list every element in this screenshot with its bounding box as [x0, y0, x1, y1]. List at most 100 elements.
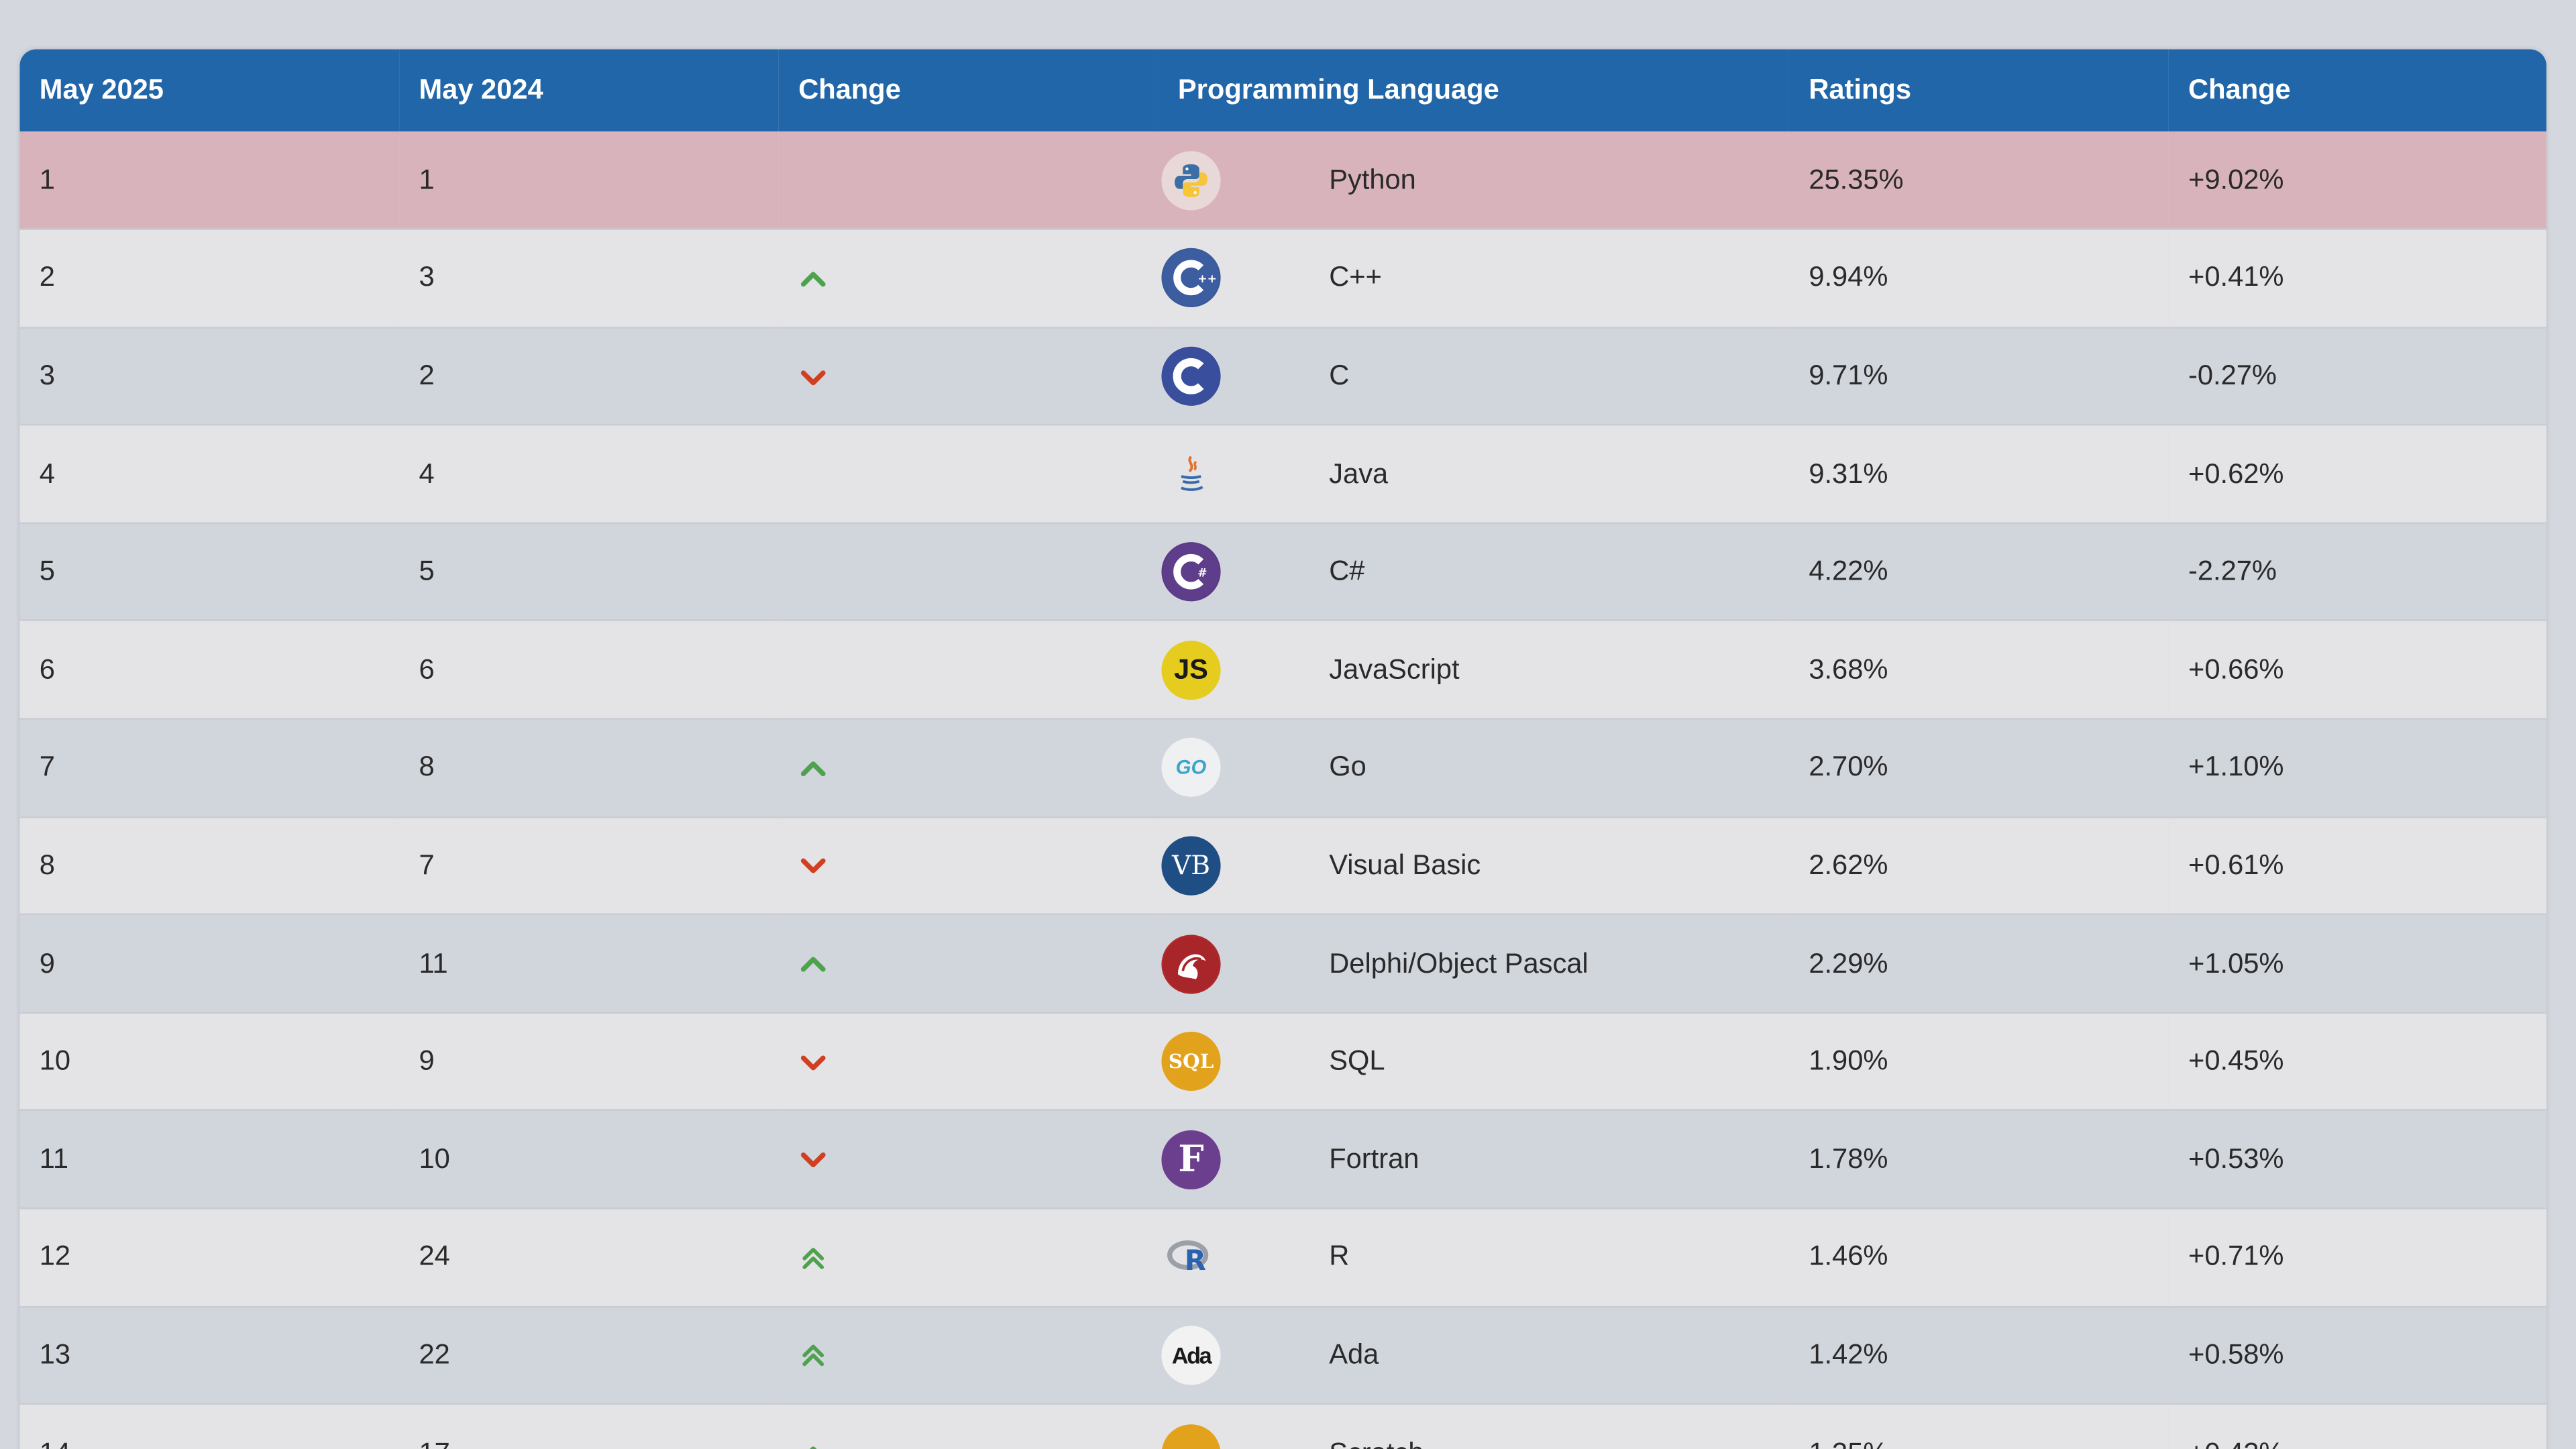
rating-change: +0.61% [2168, 816, 2546, 916]
table-row[interactable]: 10 9 SQL SQL 1.90% +0.45% [19, 1012, 2546, 1112]
rating-value: 25.35% [1788, 131, 2169, 231]
rank-previous: 1 [399, 131, 779, 231]
table-row[interactable]: 5 5 # C# 4.22% -2.27% [19, 523, 2546, 622]
rating-change: +0.53% [2168, 1110, 2546, 1210]
trend-down-icon [778, 1012, 1159, 1112]
table-row[interactable]: 6 6 JS JavaScript 3.68% +0.66% [19, 621, 2546, 720]
rank-current: 13 [19, 1306, 400, 1405]
rating-value: 4.22% [1788, 523, 2169, 622]
ranking-table: May 2025 May 2024 Change Programming Lan… [19, 49, 2546, 1449]
table-row[interactable]: 1417 Scratch1.35%+0.42% [19, 1404, 2546, 1449]
rating-value: 1.90% [1788, 1012, 2169, 1112]
header-row: May 2025 May 2024 Change Programming Lan… [19, 49, 2546, 131]
trend-double-up-icon [778, 1306, 1159, 1405]
table-row[interactable]: 7 8 GO Go 2.70% +1.10% [19, 718, 2546, 818]
table-row[interactable]: 4 4 Java 9.31% +0.62% [19, 425, 2546, 524]
rank-previous: 17 [399, 1404, 779, 1449]
cpp-logo-icon: ++ [1158, 229, 1309, 329]
rank-previous: 24 [399, 1208, 779, 1307]
table-row[interactable]: 1 1 Python 25.35% +9.02% [19, 131, 2546, 231]
table-row[interactable]: 3 2 C 9.71% -0.27% [19, 327, 2546, 426]
rank-previous: 9 [399, 1012, 779, 1112]
rank-previous: 11 [399, 914, 779, 1014]
trend-no-change-icon [778, 523, 1159, 622]
language-name[interactable]: Fortran [1309, 1110, 1789, 1210]
rating-value: 1.42% [1788, 1306, 2169, 1405]
header-this-year[interactable]: May 2025 [39, 74, 164, 105]
table-row[interactable]: 2 3 ++ C++ 9.94% +0.41% [19, 229, 2546, 329]
rating-value: 3.68% [1788, 621, 2169, 720]
header-last-year[interactable]: May 2024 [419, 74, 543, 105]
language-name[interactable]: R [1309, 1208, 1789, 1307]
language-name[interactable]: SQL [1309, 1012, 1789, 1112]
table-row[interactable]: 11 10 F Fortran 1.78% +0.53% [19, 1110, 2546, 1210]
java-logo-icon [1158, 425, 1309, 524]
rating-value: 1.78% [1788, 1110, 2169, 1210]
go-logo-icon: GO [1158, 718, 1309, 818]
header-rating-change[interactable]: Change [2188, 74, 2291, 105]
cut-off-heading [40, 0, 48, 19]
language-name[interactable]: Go [1309, 718, 1789, 818]
fortran-logo-icon: F [1158, 1110, 1309, 1210]
rank-previous: 3 [399, 229, 779, 329]
rank-previous: 22 [399, 1306, 779, 1405]
rating-change: +0.45% [2168, 1012, 2546, 1112]
table-row[interactable]: 8 7 VB Visual Basic 2.62% +0.61% [19, 816, 2546, 916]
language-name[interactable]: Visual Basic [1309, 816, 1789, 916]
header-rank-change[interactable]: Change [798, 74, 901, 105]
sql-logo-icon: SQL [1158, 1012, 1309, 1112]
table-row[interactable]: 12 24 R R 1.46% +0.71% [19, 1208, 2546, 1307]
trend-down-icon [778, 816, 1159, 916]
rating-change: -0.27% [2168, 327, 2546, 426]
rank-current: 1 [19, 131, 400, 231]
rating-change: +0.41% [2168, 229, 2546, 329]
rank-current: 5 [19, 523, 400, 622]
trend-no-change-icon [778, 425, 1159, 524]
python-logo-icon [1158, 131, 1309, 231]
ada-logo-icon: Ada [1158, 1306, 1309, 1405]
rank-previous: 6 [399, 621, 779, 720]
trend-up-icon [778, 718, 1159, 818]
language-name[interactable]: Delphi/Object Pascal [1309, 914, 1789, 1014]
trend-double-up-icon [778, 1208, 1159, 1307]
rank-previous: 5 [399, 523, 779, 622]
rank-current: 6 [19, 621, 400, 720]
rating-value: 9.71% [1788, 327, 2169, 426]
rank-previous: 4 [399, 425, 779, 524]
header-ratings[interactable]: Ratings [1809, 74, 1912, 105]
table-row[interactable]: 9 11 Delphi/Object Pascal 2.29% +1.05% [19, 914, 2546, 1014]
rank-previous: 8 [399, 718, 779, 818]
svg-text:++: ++ [1197, 273, 1217, 286]
rating-value: 2.62% [1788, 816, 2169, 916]
delphi-logo-icon [1158, 914, 1309, 1014]
language-name[interactable]: C# [1309, 523, 1789, 622]
rank-current: 12 [19, 1208, 400, 1307]
language-name[interactable]: Scratch [1309, 1404, 1789, 1449]
language-name[interactable]: Ada [1309, 1306, 1789, 1405]
scratch-logo-icon [1158, 1404, 1309, 1449]
language-name[interactable]: Java [1309, 425, 1789, 524]
language-name[interactable]: Python [1309, 131, 1789, 231]
trend-up-icon [778, 229, 1159, 329]
rank-current: 8 [19, 816, 400, 916]
rank-current: 3 [19, 327, 400, 426]
language-name[interactable]: C [1309, 327, 1789, 426]
svg-text:#: # [1197, 567, 1207, 580]
trend-up-icon [778, 1404, 1159, 1449]
rating-change: +9.02% [2168, 131, 2546, 231]
rating-value: 1.46% [1788, 1208, 2169, 1307]
table-row[interactable]: 13 22 Ada Ada 1.42% +0.58% [19, 1306, 2546, 1405]
rating-change: -2.27% [2168, 523, 2546, 622]
rating-value: 1.35% [1788, 1404, 2169, 1449]
table-header: May 2025 May 2024 Change Programming Lan… [19, 49, 2546, 131]
language-name[interactable]: JavaScript [1309, 621, 1789, 720]
rank-previous: 10 [399, 1110, 779, 1210]
rating-value: 9.31% [1788, 425, 2169, 524]
language-name[interactable]: C++ [1309, 229, 1789, 329]
rating-change: +1.05% [2168, 914, 2546, 1014]
rank-current: 7 [19, 718, 400, 818]
header-language[interactable]: Programming Language [1177, 74, 1499, 105]
c-logo-icon [1158, 327, 1309, 426]
trend-down-icon [778, 1110, 1159, 1210]
